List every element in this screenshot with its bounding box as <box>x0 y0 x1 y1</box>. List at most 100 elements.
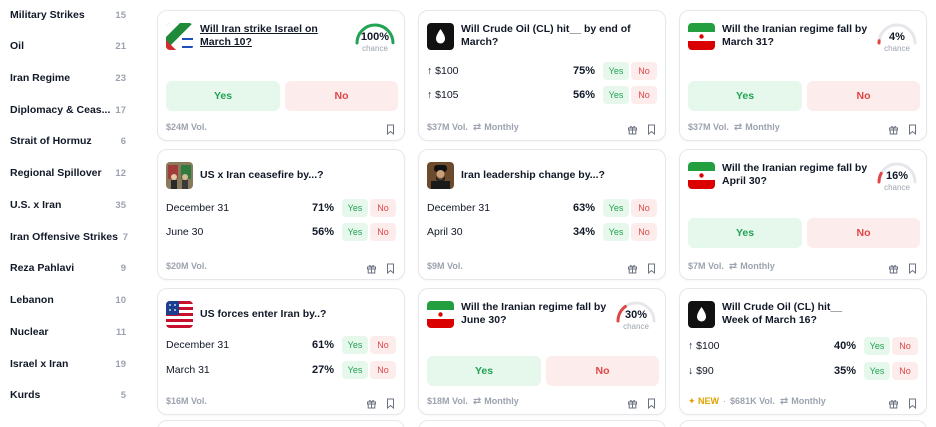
no-button[interactable]: No <box>370 336 396 354</box>
sidebar-item-count: 6 <box>120 135 126 147</box>
gift-icon[interactable] <box>366 396 377 408</box>
sidebar-item-regional-spillover[interactable]: Regional Spillover 12 <box>10 163 126 183</box>
market-card[interactable] <box>157 420 405 427</box>
no-button[interactable]: No <box>631 223 657 241</box>
outcome-row: ↑ $105 56% Yes No <box>427 85 657 105</box>
no-button[interactable]: No <box>631 86 657 104</box>
bookmark-icon[interactable] <box>907 261 918 274</box>
market-card[interactable] <box>418 420 666 427</box>
no-button[interactable]: No <box>370 361 396 379</box>
gift-icon[interactable] <box>627 396 638 408</box>
yes-button[interactable]: Yes <box>166 81 280 111</box>
yes-button[interactable]: Yes <box>603 62 629 80</box>
sidebar-item-lebanon[interactable]: Lebanon 10 <box>10 290 126 310</box>
market-card[interactable]: Will Crude Oil (CL) hit__ by end of Marc… <box>418 10 666 141</box>
outcome-percent: 56% <box>572 89 595 101</box>
sidebar-item-us-iran[interactable]: U.S. x Iran 35 <box>10 195 126 215</box>
market-card[interactable] <box>679 420 927 427</box>
no-button[interactable]: No <box>631 62 657 80</box>
gift-icon[interactable] <box>627 122 638 134</box>
yes-button[interactable]: Yes <box>603 86 629 104</box>
sidebar-item-reza-pahlavi[interactable]: Reza Pahlavi 9 <box>10 258 126 278</box>
sidebar-item-military-strikes[interactable]: Military Strikes 15 <box>10 5 126 25</box>
card-title[interactable]: Will Crude Oil (CL) hit__ by end of Marc… <box>461 23 631 48</box>
market-card[interactable]: Will the Iranian regime fall by April 30… <box>679 149 927 280</box>
gift-icon[interactable] <box>366 261 377 273</box>
sidebar-item-iran-regime[interactable]: Iran Regime 23 <box>10 68 126 88</box>
yes-button[interactable]: Yes <box>603 223 629 241</box>
yes-button[interactable]: Yes <box>864 337 890 355</box>
gift-icon[interactable] <box>888 396 899 408</box>
no-button[interactable]: No <box>892 337 918 355</box>
yes-button[interactable]: Yes <box>864 362 890 380</box>
gift-icon[interactable] <box>888 122 899 134</box>
no-button[interactable]: No <box>892 362 918 380</box>
sidebar-item-label: Oil <box>10 40 25 52</box>
separator-dot: · <box>723 396 727 406</box>
repeat-icon: ⇄ <box>728 260 738 272</box>
sidebar-item-count: 35 <box>115 199 126 211</box>
yes-button[interactable]: Yes <box>688 81 802 111</box>
no-button[interactable]: No <box>807 81 920 111</box>
card-footer: $24M Vol. <box>166 120 396 135</box>
card-header: Will the Iranian regime fall by March 31… <box>688 19 918 53</box>
yes-button[interactable]: Yes <box>342 199 368 217</box>
bookmark-icon[interactable] <box>646 261 657 274</box>
market-card[interactable]: Iran leadership change by...? December 3… <box>418 149 666 280</box>
no-button[interactable]: No <box>370 223 396 241</box>
no-button[interactable]: No <box>370 199 396 217</box>
market-card[interactable]: Will the Iranian regime fall by March 31… <box>679 10 927 141</box>
card-title[interactable]: Will Crude Oil (CL) hit__ Week of March … <box>722 301 843 326</box>
no-button[interactable]: No <box>807 218 920 248</box>
chance-gauge: 30% chance <box>613 295 659 335</box>
sidebar-item-israel-iran[interactable]: Israel x Iran 19 <box>10 354 126 374</box>
market-card[interactable]: US forces enter Iran by..? December 31 6… <box>157 288 405 415</box>
sidebar-item-oil[interactable]: Oil 21 <box>10 36 126 56</box>
outcome-label: ↑ $105 <box>427 89 459 101</box>
sidebar-item-count: 23 <box>115 72 126 84</box>
card-title[interactable]: Iran leadership change by...? <box>461 168 605 181</box>
yes-button[interactable]: Yes <box>603 199 629 217</box>
sidebar-item-label: Lebanon <box>10 294 54 306</box>
outcome-label: December 31 <box>166 339 230 351</box>
volume: $37M Vol. <box>688 122 729 132</box>
bookmark-icon[interactable] <box>385 122 396 135</box>
yes-button[interactable]: Yes <box>342 336 368 354</box>
market-card[interactable]: US x Iran ceasefire by...? December 31 7… <box>157 149 405 280</box>
yes-button[interactable]: Yes <box>342 223 368 241</box>
sidebar-item-kurds[interactable]: Kurds 5 <box>10 385 126 405</box>
market-card[interactable]: Will Iran strike Israel on March 10? 100… <box>157 10 405 141</box>
bookmark-icon[interactable] <box>907 122 918 135</box>
bookmark-icon[interactable] <box>907 396 918 409</box>
bookmark-icon[interactable] <box>646 122 657 135</box>
bookmark-icon[interactable] <box>385 261 396 274</box>
no-button[interactable]: No <box>631 199 657 217</box>
outcome-row: December 31 61% Yes No <box>166 335 396 355</box>
yes-button[interactable]: Yes <box>342 361 368 379</box>
market-card[interactable]: Will the Iranian regime fall by June 30?… <box>418 288 666 415</box>
market-card[interactable]: Will Crude Oil (CL) hit__ Week of March … <box>679 288 927 415</box>
card-title[interactable]: Will Iran strike Israel on March 10? <box>200 23 318 48</box>
card-title[interactable]: Will the Iranian regime fall by June 30? <box>461 301 607 326</box>
gift-icon[interactable] <box>627 261 638 273</box>
chance-percent: 4% <box>889 31 905 43</box>
sidebar-item-diplomacy[interactable]: Diplomacy & Ceas... 17 <box>10 100 126 120</box>
outcome-row: April 30 34% Yes No <box>427 222 657 242</box>
sidebar-item-strait-of-hormuz[interactable]: Strait of Hormuz 6 <box>10 131 126 151</box>
gift-icon[interactable] <box>888 261 899 273</box>
frequency: ⇄ Monthly <box>729 261 775 272</box>
card-title[interactable]: Will the Iranian regime fall by April 30… <box>722 162 868 187</box>
outcome-label: June 30 <box>166 226 204 238</box>
no-button[interactable]: No <box>546 356 659 386</box>
outcome-row: ↓ $90 35% Yes No <box>688 361 918 381</box>
card-title[interactable]: US x Iran ceasefire by...? <box>200 168 324 181</box>
card-title[interactable]: US forces enter Iran by..? <box>200 307 327 320</box>
card-title[interactable]: Will the Iranian regime fall by March 31… <box>722 23 868 48</box>
bookmark-icon[interactable] <box>385 396 396 409</box>
yes-button[interactable]: Yes <box>688 218 802 248</box>
yes-button[interactable]: Yes <box>427 356 541 386</box>
sidebar-item-iran-offensive-strikes[interactable]: Iran Offensive Strikes 7 <box>10 227 128 247</box>
sidebar-item-nuclear[interactable]: Nuclear 11 <box>10 322 126 342</box>
no-button[interactable]: No <box>285 81 398 111</box>
bookmark-icon[interactable] <box>646 396 657 409</box>
